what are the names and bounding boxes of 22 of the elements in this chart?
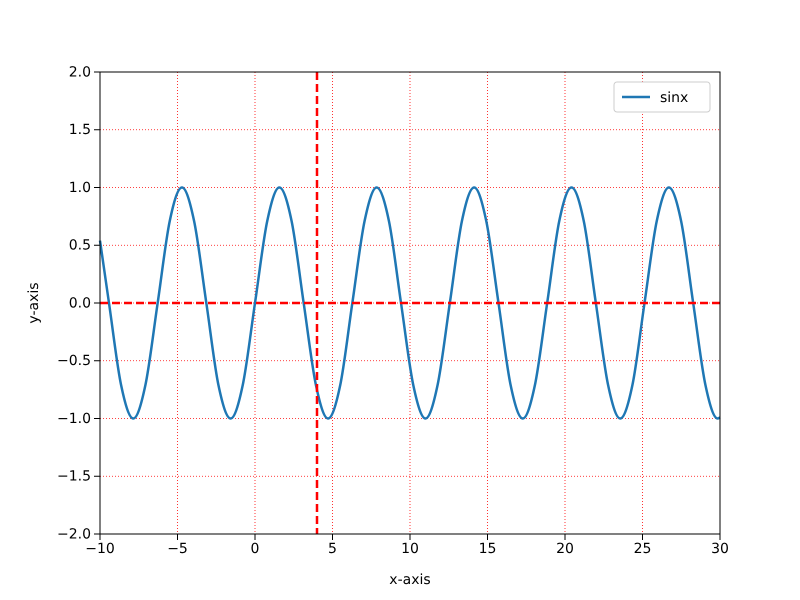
x-tick-label: 5 xyxy=(328,540,337,557)
y-tick-label: −2.0 xyxy=(57,526,91,542)
x-tick-label: 10 xyxy=(401,540,419,557)
line-series xyxy=(98,186,722,420)
x-tick-label: 25 xyxy=(634,540,652,557)
x-tick-label: 30 xyxy=(711,540,729,557)
x-tick-label: −10 xyxy=(85,540,115,557)
x-tick-label: −5 xyxy=(167,540,188,557)
x-tick-label: 0 xyxy=(250,540,260,557)
y-tick-label: 0.0 xyxy=(68,295,91,312)
y-tick-label: −1.5 xyxy=(57,468,91,485)
x-tick-label: 20 xyxy=(556,540,574,557)
y-tick-label: −0.5 xyxy=(57,353,91,370)
y-tick-label: 0.5 xyxy=(68,238,91,254)
y-tick-label: 2.0 xyxy=(68,64,91,80)
x-axis-title: x-axis xyxy=(389,572,431,588)
y-axis-title: y-axis xyxy=(26,282,42,324)
legend-label: sinx xyxy=(660,90,688,106)
y-tick-label: 1.5 xyxy=(68,122,91,138)
y-tick-label: 1.0 xyxy=(68,180,91,196)
y-tick-label: −1.0 xyxy=(57,410,91,427)
x-tick-label: 15 xyxy=(478,540,496,557)
